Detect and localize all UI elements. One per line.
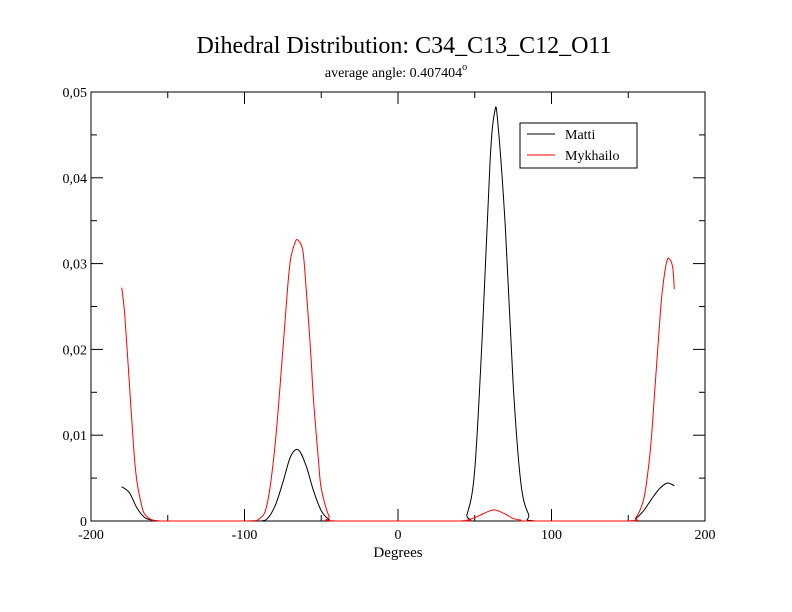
legend-label-mykhailo: Mykhailo (565, 149, 619, 164)
x-axis-label: Degrees (373, 545, 422, 561)
chart-title: Dihedral Distribution: C34_C13_C12_O11 (196, 33, 611, 59)
chart-subtitle: average angle: 0.407404o (325, 62, 467, 81)
x-tick-label: 200 (695, 528, 716, 543)
x-tick-label: -100 (232, 528, 258, 543)
x-tick-label: 0 (395, 528, 402, 543)
series-line-mykhailo (121, 239, 675, 522)
legend-box (519, 122, 638, 169)
subtitle-degree-sup: o (462, 62, 467, 73)
legend-label-matti: Matti (565, 128, 595, 143)
x-tick-label: -200 (78, 528, 104, 543)
y-tick-label: 0,05 (63, 86, 88, 101)
subtitle-text: average angle: 0.407404 (325, 66, 462, 81)
series-layer (121, 106, 675, 522)
legend: Matti Mykhailo (519, 122, 638, 169)
y-tick-label: 0,01 (63, 429, 88, 444)
y-tick-label: 0,03 (63, 258, 88, 273)
y-tick-label: 0,02 (63, 343, 88, 358)
series-line-matti (121, 106, 675, 522)
axis-ticks: -200 -100 0 100 200 0 0,01 0,02 0,03 0,04 0,05 (63, 86, 716, 543)
y-tick-label: 0,04 (63, 172, 88, 187)
x-tick-label: 100 (541, 528, 562, 543)
y-tick-label: 0 (80, 515, 87, 530)
